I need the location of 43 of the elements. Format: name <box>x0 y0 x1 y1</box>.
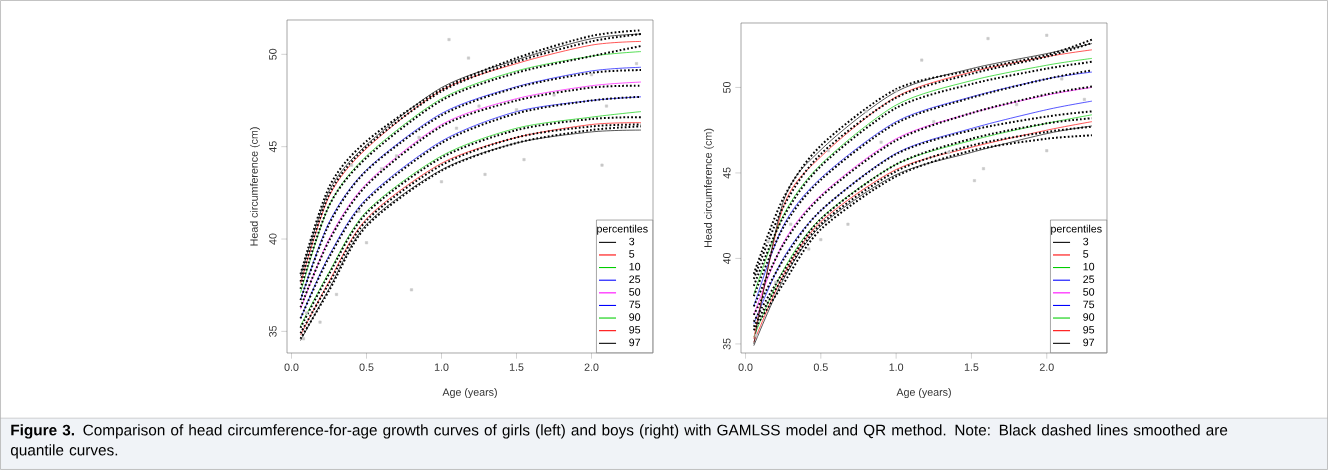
text: Figure 3. Comparison of head circumference-for-age growth curves of girls (left) and boys (right) with GAMLSS model and QR method. Note: Black dashed lines smoothed are quantile curves. <box>10 424 1228 459</box>
legend-title: percentiles <box>597 224 648 235</box>
y-axis-title: Head circumference (cm) <box>249 127 260 246</box>
legend-label: 90 <box>1083 313 1095 321</box>
legend-label: 75 <box>1083 300 1095 309</box>
x-axis-title: Age (years) <box>442 388 497 399</box>
y-axis-title: Head circumference (cm) <box>703 128 714 247</box>
legend-label: 3 <box>1083 237 1089 246</box>
x-tick-label: 0.0 <box>284 363 299 371</box>
y-tick-label: 45 <box>723 167 731 179</box>
y-tick-label: 40 <box>269 233 277 245</box>
legend-label: 5 <box>629 250 635 258</box>
x-tick-label: 0.5 <box>813 363 828 371</box>
legend-label: 97 <box>629 338 641 347</box>
legend-title: percentiles <box>1051 224 1102 235</box>
legend-label: 50 <box>629 288 641 296</box>
legend-label: 95 <box>1083 325 1095 334</box>
legend-label: 25 <box>629 275 641 284</box>
x-tick-label: 1.5 <box>509 363 524 371</box>
legend-label: 10 <box>1083 262 1095 271</box>
y-tick-label: 50 <box>269 48 277 60</box>
y-tick-label: 50 <box>723 81 731 93</box>
legend-label: 10 <box>629 262 641 271</box>
x-tick-label: 1.0 <box>434 363 449 371</box>
legend-label: 50 <box>1083 288 1095 296</box>
x-tick-label: 2.0 <box>584 363 599 371</box>
legend-label: 25 <box>1083 275 1095 284</box>
legend-label: 75 <box>629 300 641 309</box>
legend-label: 95 <box>629 325 641 334</box>
legend-label: 3 <box>629 237 635 246</box>
x-tick-label: 1.5 <box>964 363 979 371</box>
y-tick-label: 40 <box>723 252 731 265</box>
y-tick-label: 35 <box>723 338 731 350</box>
x-tick-label: 2.0 <box>1039 363 1054 371</box>
x-tick-label: 1.0 <box>889 363 904 371</box>
legend-label: 97 <box>1083 338 1095 347</box>
y-tick-label: 35 <box>269 325 277 337</box>
legend-label: 5 <box>1083 250 1089 258</box>
x-axis-title: Age (years) <box>896 388 951 399</box>
x-tick-label: 0.5 <box>359 363 374 371</box>
y-tick-label: 45 <box>269 141 277 153</box>
legend-label: 90 <box>629 313 641 321</box>
x-tick-label: 0.0 <box>738 363 753 371</box>
